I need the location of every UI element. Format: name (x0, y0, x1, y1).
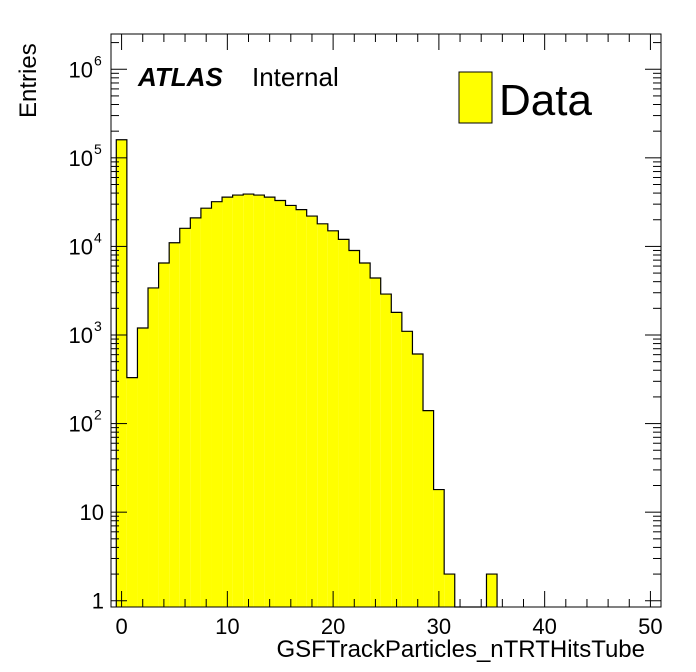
legend-label: Data (499, 76, 592, 125)
histogram-bar (211, 201, 223, 607)
x-tick-label: 30 (427, 614, 451, 639)
y-tick-label: 10 4 (69, 229, 102, 259)
histogram-bar (380, 294, 392, 607)
histogram-bar (222, 197, 233, 607)
y-tick-label: 10 5 (69, 141, 102, 171)
legend-swatch (458, 71, 493, 124)
histogram-bar (317, 223, 328, 607)
histogram-bar (348, 250, 360, 608)
histogram-bar (327, 230, 339, 607)
y-tick-exponent: 5 (94, 141, 102, 157)
experiment-label: ATLAS (137, 62, 223, 92)
x-tick-label: 10 (215, 614, 239, 639)
histogram-outline (115, 139, 498, 608)
y-tick-base: 10 (69, 57, 93, 82)
histogram-bar (264, 197, 275, 607)
x-tick-label: 50 (638, 614, 662, 639)
histogram-bars (116, 139, 498, 608)
x-axis-ticks: 0 10 20 30 40 50 (115, 34, 663, 639)
histogram-bar (486, 574, 498, 607)
histogram-bar (306, 216, 318, 608)
y-tick-label: 10 2 (69, 407, 102, 437)
y-tick-exponent: 6 (94, 52, 102, 68)
y-tick-base: 10 (80, 500, 104, 525)
histogram-bar (285, 205, 297, 607)
histogram-bar (232, 195, 244, 607)
histogram-bar (444, 574, 455, 607)
y-tick-exponent: 3 (94, 318, 102, 334)
histogram-bar (190, 217, 201, 608)
y-tick-base: 1 (92, 589, 104, 614)
histogram-bar (126, 377, 138, 607)
status-label: Internal (252, 62, 339, 92)
histogram-bar (391, 312, 402, 607)
histogram-bar (370, 278, 381, 607)
y-tick-base: 10 (69, 234, 93, 259)
histogram-bar (169, 242, 180, 607)
histogram-bar (296, 209, 307, 607)
x-axis-label: GSFTrackParticles_nTRTHitsTube (276, 636, 645, 663)
histogram-bar (148, 287, 159, 607)
y-tick-exponent: 4 (94, 229, 102, 245)
histogram-bar (158, 262, 170, 607)
histogram-bar (423, 410, 434, 607)
x-tick-label: 0 (115, 614, 127, 639)
histogram-bar (179, 228, 191, 607)
plot-frame (110, 33, 662, 608)
y-axis-label: Entries (15, 43, 42, 118)
histogram-bar (200, 208, 212, 607)
histogram-bar (338, 239, 349, 607)
histogram-bar (433, 489, 445, 607)
y-tick-base: 10 (69, 146, 93, 171)
y-tick-base: 10 (69, 412, 93, 437)
y-tick-exponent: 2 (94, 407, 102, 423)
x-tick-label: 20 (321, 614, 345, 639)
histogram-bar (359, 262, 371, 607)
histogram-bar (274, 200, 286, 607)
y-tick-base: 10 (69, 323, 93, 348)
histogram-bar (116, 139, 127, 608)
y-tick-label: 10 (80, 500, 104, 525)
histogram-bar (137, 327, 149, 607)
y-tick-label: 1 (92, 589, 104, 614)
y-tick-label: 10 6 (69, 52, 102, 82)
x-tick-label: 40 (532, 614, 556, 639)
histogram-bar (401, 331, 413, 607)
histogram-bar (412, 354, 424, 607)
histogram-bar (243, 194, 254, 607)
histogram-bar (253, 195, 265, 607)
y-tick-label: 10 3 (69, 318, 102, 348)
